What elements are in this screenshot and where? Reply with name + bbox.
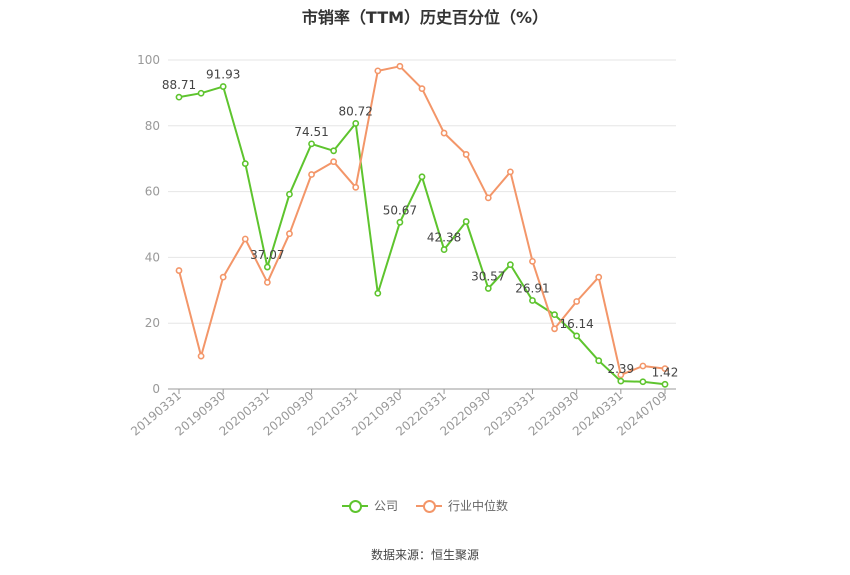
data-point: [330, 147, 338, 155]
data-point: [286, 190, 293, 198]
y-tick-label: 40: [145, 250, 160, 264]
legend-label-company: 公司: [373, 499, 398, 513]
data-point: [551, 311, 558, 319]
data-point: [263, 263, 271, 271]
y-tick-label: 20: [145, 316, 160, 330]
data-point: [484, 194, 492, 202]
data-point: [374, 289, 382, 297]
series-line-0: [178, 85, 666, 386]
data-point: [197, 352, 205, 360]
data-point: [440, 246, 448, 253]
legend-item-industry-median[interactable]: 行业中位数: [416, 497, 508, 514]
data-label: 30.57: [471, 269, 505, 283]
data-label: 42.38: [427, 231, 461, 245]
data-label: 50.67: [383, 203, 417, 217]
series: [175, 62, 669, 388]
data-point: [396, 62, 404, 70]
data-point: [595, 357, 603, 365]
y-tick-label: 100: [137, 53, 160, 67]
data-point: [418, 173, 426, 181]
data-point: [484, 285, 492, 292]
data-point: [617, 377, 625, 385]
data-labels: 88.71 91.93 37.07 74.51 80.72 50.67 42.38 30.57…: [162, 68, 679, 380]
data-point: [661, 365, 669, 373]
data-point: [241, 235, 249, 243]
data-point: [308, 140, 315, 148]
data-label: 74.51: [294, 125, 328, 139]
data-point: [661, 380, 669, 388]
data-point: [263, 279, 271, 286]
data-point: [374, 67, 382, 75]
data-label: 91.93: [206, 68, 240, 82]
data-point: [506, 261, 514, 269]
data-point: [573, 298, 581, 305]
legend-item-company[interactable]: 公司: [341, 497, 398, 514]
data-point: [639, 362, 647, 370]
data-point: [175, 267, 183, 274]
axes: 0204060801002019033120190930202003312020…: [128, 53, 676, 439]
data-point: [506, 168, 514, 176]
data-point: [529, 257, 536, 265]
data-point: [286, 230, 293, 238]
data-point: [219, 83, 227, 90]
y-tick-label: 80: [145, 119, 160, 133]
y-tick-label: 60: [145, 185, 160, 199]
data-point: [219, 273, 227, 281]
data-label: 26.91: [515, 281, 549, 295]
data-point: [462, 151, 470, 158]
data-point: [462, 218, 470, 225]
legend-swatch-industry-median: [416, 499, 442, 513]
data-point: [440, 129, 448, 137]
data-point: [551, 325, 558, 333]
data-point: [308, 171, 315, 178]
legend: 公司 行业中位数: [0, 497, 850, 514]
data-point: [595, 273, 603, 281]
data-point: [573, 332, 581, 340]
data-point: [241, 160, 249, 168]
data-label: 37.07: [250, 248, 284, 262]
data-point: [617, 371, 625, 379]
legend-swatch-company: [341, 499, 368, 513]
gridlines: [168, 59, 676, 324]
data-point: [418, 85, 426, 93]
data-label: 80.72: [339, 104, 373, 118]
data-point: [639, 378, 647, 386]
y-tick-label: 0: [152, 382, 160, 396]
data-point: [330, 158, 338, 166]
chart-title: 市销率（TTM）历史百分位（%）: [301, 8, 549, 27]
legend-label-industry-median: 行业中位数: [448, 499, 509, 513]
data-point: [529, 297, 536, 304]
data-label: 88.71: [162, 78, 196, 92]
data-label: 2.39: [607, 362, 634, 376]
data-point: [197, 89, 205, 97]
data-point: [352, 183, 360, 191]
source-note: 数据来源：恒生聚源: [370, 548, 479, 562]
data-label: 1.42: [652, 365, 679, 379]
data-point: [352, 120, 360, 127]
data-label: 16.14: [559, 317, 593, 331]
data-point: [175, 93, 183, 101]
data-point: [396, 218, 404, 226]
